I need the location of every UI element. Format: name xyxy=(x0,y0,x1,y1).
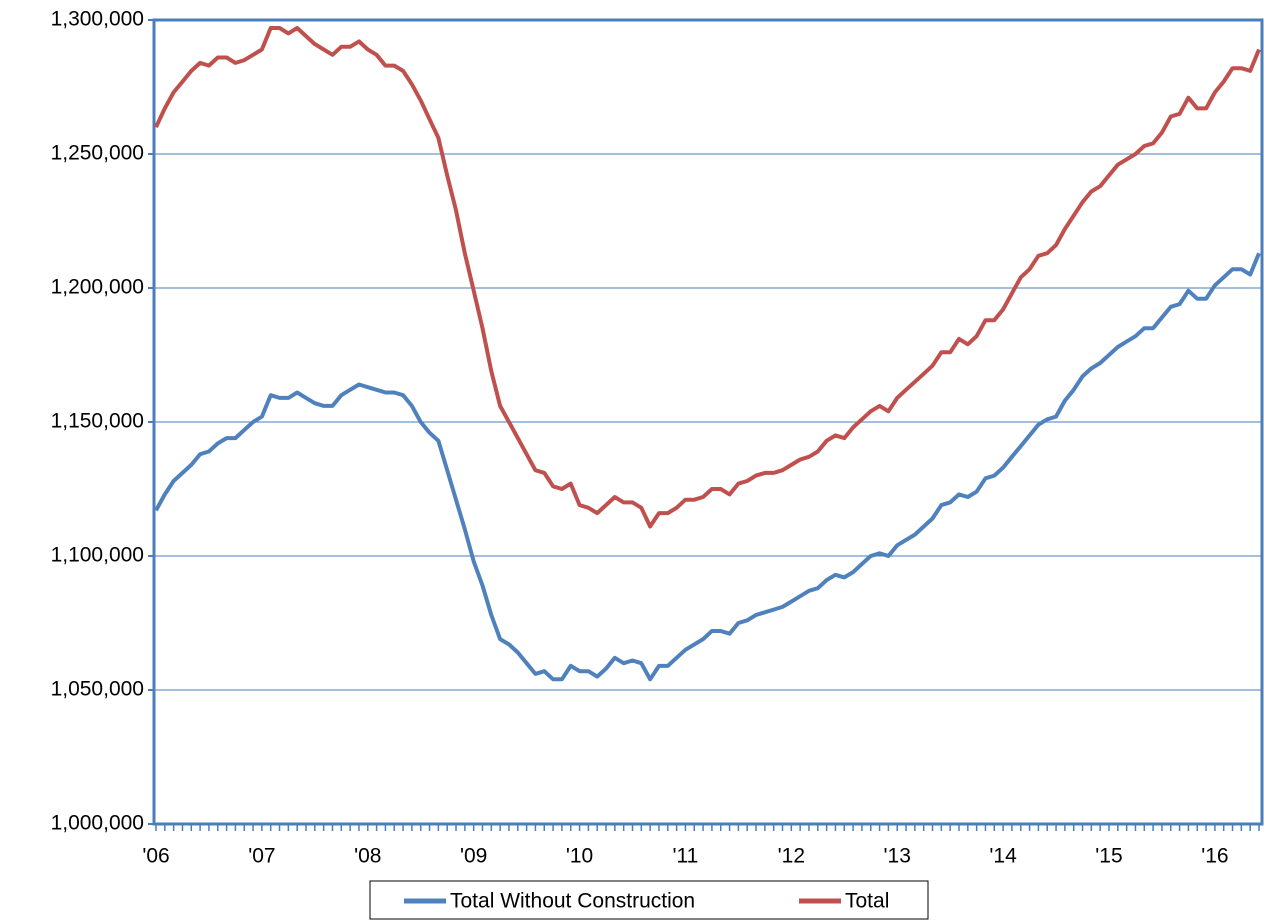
y-tick-label: 1,250,000 xyxy=(51,142,144,165)
x-tick-label: '15 xyxy=(1095,845,1122,868)
series-line xyxy=(154,26,1261,529)
x-tick-label: '09 xyxy=(460,845,487,868)
y-tick-label: 1,200,000 xyxy=(51,276,144,299)
series-line xyxy=(154,252,1261,682)
x-tick-label: '14 xyxy=(989,845,1017,868)
x-tick-label: '07 xyxy=(248,845,275,868)
x-tick-label: '10 xyxy=(566,845,593,868)
x-tick-label: '06 xyxy=(142,845,169,868)
legend-label: Total xyxy=(845,890,889,913)
x-tick-label: '12 xyxy=(778,845,805,868)
x-tick-label: '13 xyxy=(884,845,911,868)
y-tick-label: 1,150,000 xyxy=(51,410,144,433)
y-tick-label: 1,000,000 xyxy=(51,812,144,835)
y-tick-label: 1,300,000 xyxy=(51,8,144,31)
x-tick-label: '08 xyxy=(354,845,381,868)
y-tick-label: 1,100,000 xyxy=(51,544,144,567)
y-tick-label: 1,050,000 xyxy=(51,678,144,701)
x-tick-label: '11 xyxy=(673,845,699,868)
x-tick-label: '16 xyxy=(1201,845,1228,868)
legend-label: Total Without Construction xyxy=(450,890,695,913)
plot-frame xyxy=(152,18,1264,826)
